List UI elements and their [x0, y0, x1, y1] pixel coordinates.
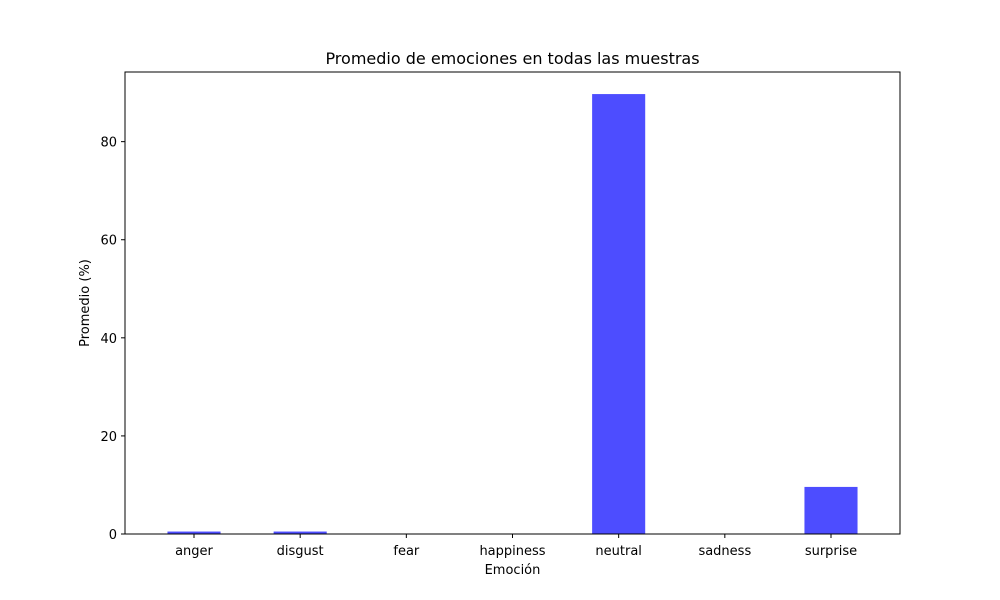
plot-area [167, 94, 858, 534]
chart-title: Promedio de emociones en todas las muest… [325, 49, 699, 68]
y-axis-title: Promedio (%) [78, 259, 93, 347]
y-tick-label: 20 [100, 430, 117, 445]
plot-frame [124, 71, 901, 535]
y-axis: 0 20 40 60 80 [100, 136, 125, 543]
bar-surprise [804, 486, 858, 534]
x-tick-label: sadness [698, 544, 751, 559]
y-tick-label: 40 [100, 332, 117, 347]
x-tick-label: neutral [595, 544, 642, 559]
bar-neutral [592, 94, 646, 534]
y-tick-label: 60 [100, 234, 117, 249]
x-axis: anger disgust fear happiness neutral sadness s… [175, 534, 857, 559]
y-tick-label: 0 [109, 528, 117, 543]
y-tick-label: 80 [100, 136, 117, 151]
x-axis-title: Emoción [485, 563, 541, 578]
x-tick-label: fear [393, 544, 420, 559]
bar-anger [167, 531, 221, 534]
x-tick-label: disgust [277, 544, 324, 559]
x-tick-label: happiness [479, 544, 545, 559]
x-tick-label: anger [175, 544, 213, 559]
bar-disgust [273, 531, 327, 534]
x-tick-label: surprise [805, 544, 857, 559]
